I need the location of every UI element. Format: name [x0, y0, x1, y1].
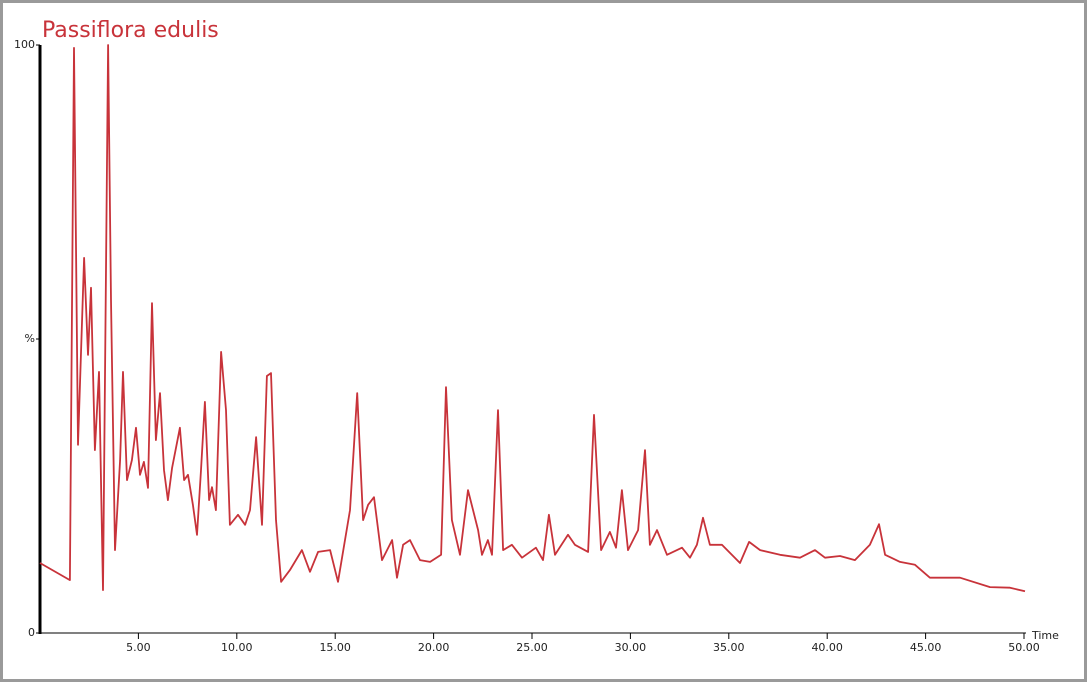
chromatogram-line	[39, 44, 1026, 593]
x-tick-label: 40.00	[811, 641, 843, 654]
x-tick-label: 25.00	[516, 641, 548, 654]
chart-title: Passiflora edulis	[42, 18, 219, 43]
y-tick-label: 100	[14, 38, 35, 51]
x-tick-label: 10.00	[221, 641, 253, 654]
x-axis-label: Time	[1031, 629, 1059, 642]
x-tick-label: 20.00	[418, 641, 450, 654]
y-tick-label: %	[25, 332, 35, 345]
x-tick-label: 15.00	[319, 641, 351, 654]
x-tick-label: 5.00	[126, 641, 151, 654]
y-tick-label: 0	[28, 626, 35, 639]
x-tick-label: 30.00	[615, 641, 647, 654]
x-tick-label: 45.00	[910, 641, 942, 654]
x-tick-label: 50.00	[1008, 641, 1040, 654]
x-tick-label: 35.00	[713, 641, 745, 654]
